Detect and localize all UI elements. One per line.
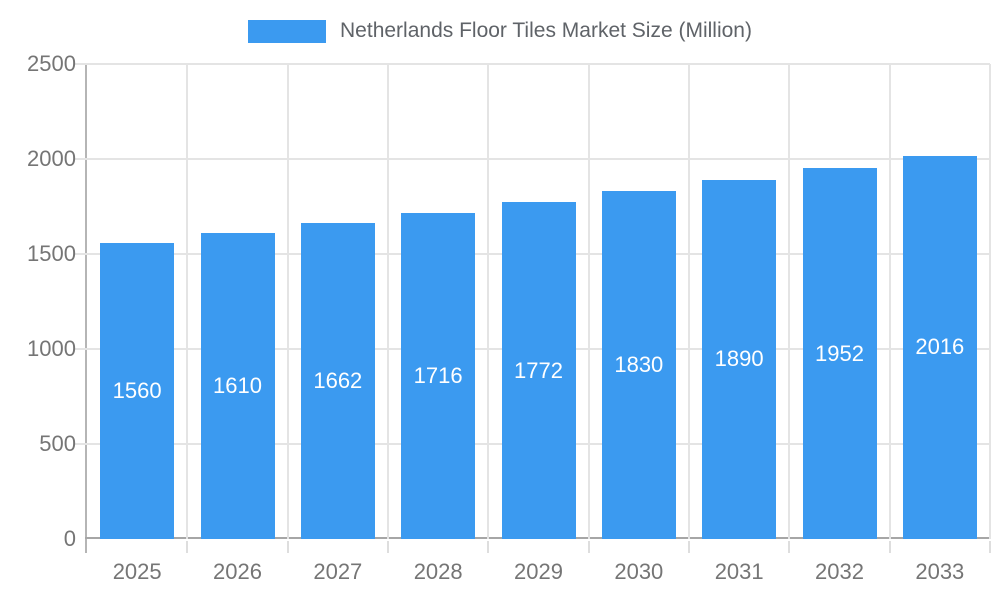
x-axis-tick-label: 2025 [112, 559, 162, 584]
x-axis-tick-label: 2027 [313, 559, 363, 584]
x-axis-tick-label: 2028 [413, 559, 463, 584]
bar-value-label: 1890 [714, 346, 764, 372]
y-axis-tick-label: 1500 [27, 241, 76, 266]
x-axis-tick [286, 541, 289, 553]
x-axis-tick [387, 541, 389, 553]
x-axis-tick-label: 2033 [915, 559, 965, 584]
x-axis-tick [788, 541, 791, 553]
bar-value-label: 1560 [112, 377, 162, 403]
bar: 2016 [902, 155, 977, 539]
x-axis-tick [888, 541, 891, 553]
legend-label: Netherlands Floor Tiles Market Size (Mil… [340, 19, 752, 42]
v-gridline [688, 64, 690, 539]
v-gridline [286, 64, 289, 539]
x-axis-tick [487, 541, 490, 553]
x-axis-tick [688, 541, 690, 553]
bar: 1772 [501, 202, 576, 539]
y-axis-tick-label: 0 [63, 526, 76, 551]
v-gridline [788, 64, 791, 539]
chart-legend: Netherlands Floor Tiles Market Size (Mil… [0, 19, 1000, 43]
plot-area: 1560 1610 1662 1716 1772 1830 1890 1952 2016 [75, 63, 991, 553]
v-gridline [186, 64, 189, 539]
v-gridline [989, 64, 991, 539]
v-gridline [888, 64, 891, 539]
x-axis-tick [989, 541, 991, 553]
bar-value-label: 1830 [614, 352, 664, 378]
x-axis-tick-label: 2032 [815, 559, 864, 584]
v-gridline [387, 64, 389, 539]
h-gridline [75, 63, 990, 65]
x-axis-tick-label: 2026 [213, 559, 262, 584]
y-axis-tick-label: 500 [39, 431, 76, 456]
bar-value-label: 1716 [413, 362, 463, 388]
legend-swatch [248, 19, 327, 43]
v-gridline [587, 64, 590, 539]
v-gridline [487, 64, 490, 539]
x-axis-tick-label: 2030 [614, 559, 664, 584]
y-axis-line [85, 64, 87, 553]
bar: 1830 [601, 191, 676, 539]
bar-value-label: 2016 [915, 334, 965, 360]
bar: 1560 [100, 242, 175, 539]
x-axis-tick-label: 2029 [514, 559, 563, 584]
x-axis-tick [186, 541, 189, 553]
y-axis-tick-label: 2000 [27, 146, 76, 171]
bar: 1610 [200, 233, 275, 539]
bar: 1716 [401, 212, 476, 539]
bar-value-label: 1610 [213, 373, 262, 399]
bar-value-label: 1662 [313, 368, 363, 394]
y-axis-tick-label: 1000 [27, 336, 76, 361]
bar: 1662 [300, 223, 375, 539]
bar: 1952 [802, 168, 877, 539]
bar-value-label: 1952 [815, 340, 864, 366]
bar: 1890 [702, 179, 777, 539]
y-axis-tick-label: 2500 [27, 51, 76, 76]
x-axis-tick [587, 541, 590, 553]
h-gridline [75, 158, 990, 160]
bar-value-label: 1772 [514, 357, 563, 383]
x-axis-tick-label: 2031 [714, 559, 764, 584]
